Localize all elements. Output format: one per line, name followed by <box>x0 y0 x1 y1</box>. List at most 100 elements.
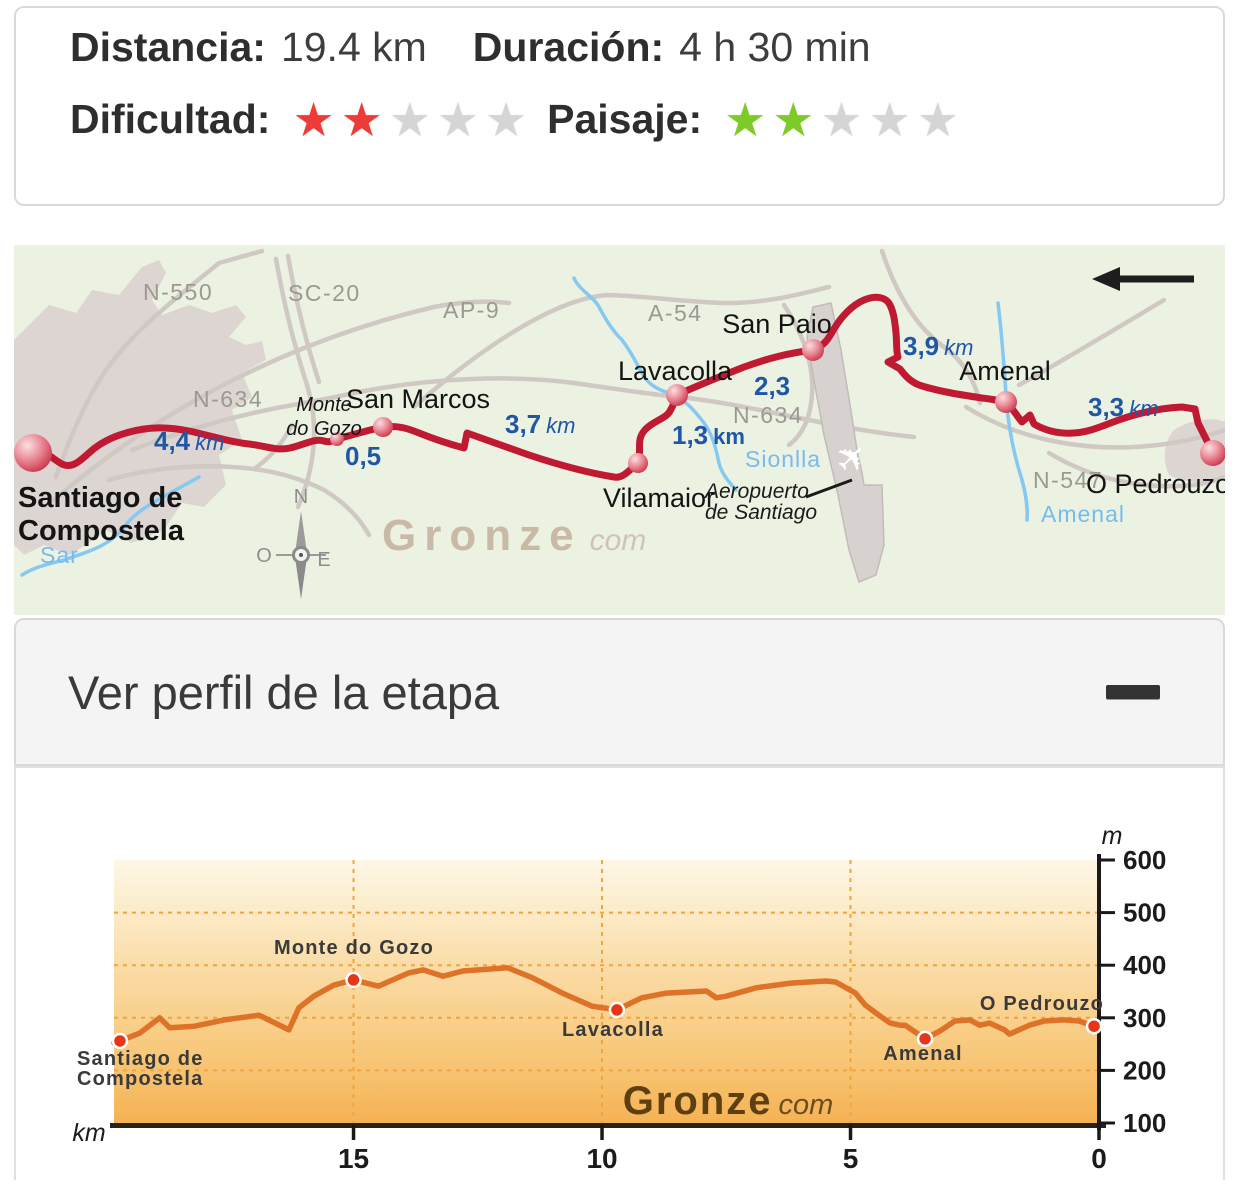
distance-label: 4,4 km <box>154 426 224 456</box>
y-axis-unit-label: m <box>1102 822 1123 850</box>
direction-arrow-icon <box>1092 267 1194 291</box>
town-label: O Pedrouzo <box>1086 469 1225 499</box>
compass-rose <box>276 511 326 599</box>
road-label: N-550 <box>143 279 213 305</box>
star-icon: ★ <box>772 93 821 146</box>
compass-o-label: O <box>256 545 272 567</box>
scenery-label: Paisaje: <box>547 96 703 142</box>
road-label: SC-20 <box>288 280 361 306</box>
town-marker <box>628 453 648 473</box>
plot-area <box>114 860 1099 1123</box>
waypoint-dot <box>916 1030 934 1048</box>
waypoint-label: Santiago de <box>77 1048 204 1070</box>
town-label: do Gozo <box>286 418 362 440</box>
star-icon: ★ <box>916 93 965 146</box>
compass-n-label: N <box>294 486 308 508</box>
x-axis-unit-label: km <box>72 1119 105 1147</box>
stage-stats-card: Distancia: 19.4 km Duración: 4 h 30 min … <box>14 6 1225 206</box>
gronze-watermark: Gronze com <box>382 511 646 560</box>
distance-label: 3,7 km <box>505 409 575 439</box>
river-label: Sionlla <box>745 446 821 472</box>
waypoint-dot <box>1085 1017 1103 1035</box>
distance-label: Distancia: <box>70 24 266 70</box>
waypoint-label: Amenal <box>883 1043 962 1065</box>
town-label: Vilamaior <box>603 483 715 513</box>
town-marker <box>666 384 688 406</box>
star-icon: ★ <box>868 93 917 146</box>
duration-value: 4 h 30 min <box>679 24 871 70</box>
town-label: Lavacolla <box>618 356 733 386</box>
elevation-line <box>111 965 1097 1046</box>
difficulty-rating: ★★★★★ <box>292 96 533 143</box>
road-label: N-634 <box>733 402 803 428</box>
profile-section-title: Ver perfil de la etapa <box>68 665 500 719</box>
y-tick-label: 600 <box>1123 845 1166 875</box>
x-tick-label: 10 <box>586 1143 617 1174</box>
road-label: AP-9 <box>443 297 500 323</box>
river-label: Sar <box>40 542 79 568</box>
waypoint-label: O Pedrouzo <box>980 993 1104 1015</box>
star-icon: ★ <box>820 93 869 146</box>
waypoint-label: Lavacolla <box>562 1019 664 1041</box>
road-label: N-634 <box>193 386 263 412</box>
y-tick-label: 100 <box>1123 1108 1166 1138</box>
town-label: Monte <box>296 394 352 416</box>
collapse-icon[interactable] <box>1105 672 1161 712</box>
river-label: Amenal <box>1041 501 1125 527</box>
star-icon: ★ <box>340 93 389 146</box>
y-tick-label: 300 <box>1123 1003 1166 1033</box>
route-map: ✈ N-550 SC-20 AP-9 A-54 N-634 N-634 N-547 Sar Si… <box>14 245 1230 615</box>
distance-label: 3,9 km <box>903 331 973 361</box>
town-label: San Marcos <box>346 384 490 414</box>
town-label: Santiago de <box>18 482 182 514</box>
town-label: Compostela <box>18 515 185 547</box>
airport-area <box>806 302 885 584</box>
town-marker <box>14 434 52 472</box>
ratings-row: Dificultad: ★★★★★ Paisaje: ★★★★★ <box>70 96 965 143</box>
x-tick-label: 15 <box>338 1143 369 1174</box>
star-icon: ★ <box>388 93 437 146</box>
distance-label: 0,5 <box>345 441 381 471</box>
rivers-layer <box>20 276 1029 577</box>
town-marker <box>330 432 344 446</box>
waypoint-label: Monte do Gozo <box>274 937 434 959</box>
waypoint-dot <box>111 1032 129 1050</box>
waypoint-dot <box>608 1001 626 1019</box>
distance-value: 19.4 km <box>280 24 427 70</box>
star-icon: ★ <box>485 93 534 146</box>
town-label: Amenal <box>959 356 1051 386</box>
compass-e-label: E <box>317 549 330 571</box>
town-marker <box>802 339 824 361</box>
distance-duration-row: Distancia: 19.4 km Duración: 4 h 30 min <box>70 24 871 71</box>
y-tick-label: 500 <box>1123 898 1166 928</box>
minus-icon <box>1106 685 1160 699</box>
y-tick-label: 400 <box>1123 950 1166 980</box>
gronze-watermark: Gronze com <box>623 1079 834 1123</box>
duration-label: Duración: <box>472 24 665 70</box>
x-tick-label: 0 <box>1091 1143 1107 1174</box>
airport-pointer-line <box>805 478 853 499</box>
road-label: N-547 <box>1033 467 1103 493</box>
difficulty-label: Dificultad: <box>70 96 271 142</box>
airport-label: de Santiago <box>705 501 817 524</box>
scenery-rating: ★★★★★ <box>724 96 965 143</box>
town-marker <box>373 417 393 437</box>
road-label: A-54 <box>648 300 703 326</box>
distance-label: 3,3 km <box>1088 392 1158 422</box>
distance-label: 2,3 <box>754 371 790 401</box>
elevation-chart-card: 100 200 300 400 500 600 m 15 10 5 0 km Santiago de Co… <box>14 766 1225 1180</box>
y-tick-label: 200 <box>1123 1055 1166 1085</box>
town-label: San Paio <box>722 309 832 339</box>
profile-section-header[interactable]: Ver perfil de la etapa <box>14 618 1225 766</box>
distance-label: 1,3 km <box>672 420 745 450</box>
x-tick-label: 5 <box>843 1143 859 1174</box>
town-marker <box>995 391 1017 413</box>
town-marker <box>1200 440 1226 466</box>
star-icon: ★ <box>292 93 341 146</box>
star-icon: ★ <box>436 93 485 146</box>
airport-label: Aeropuerto <box>703 480 809 503</box>
star-icon: ★ <box>724 93 773 146</box>
waypoint-label: Compostela <box>77 1068 203 1090</box>
waypoint-dot <box>345 971 362 989</box>
